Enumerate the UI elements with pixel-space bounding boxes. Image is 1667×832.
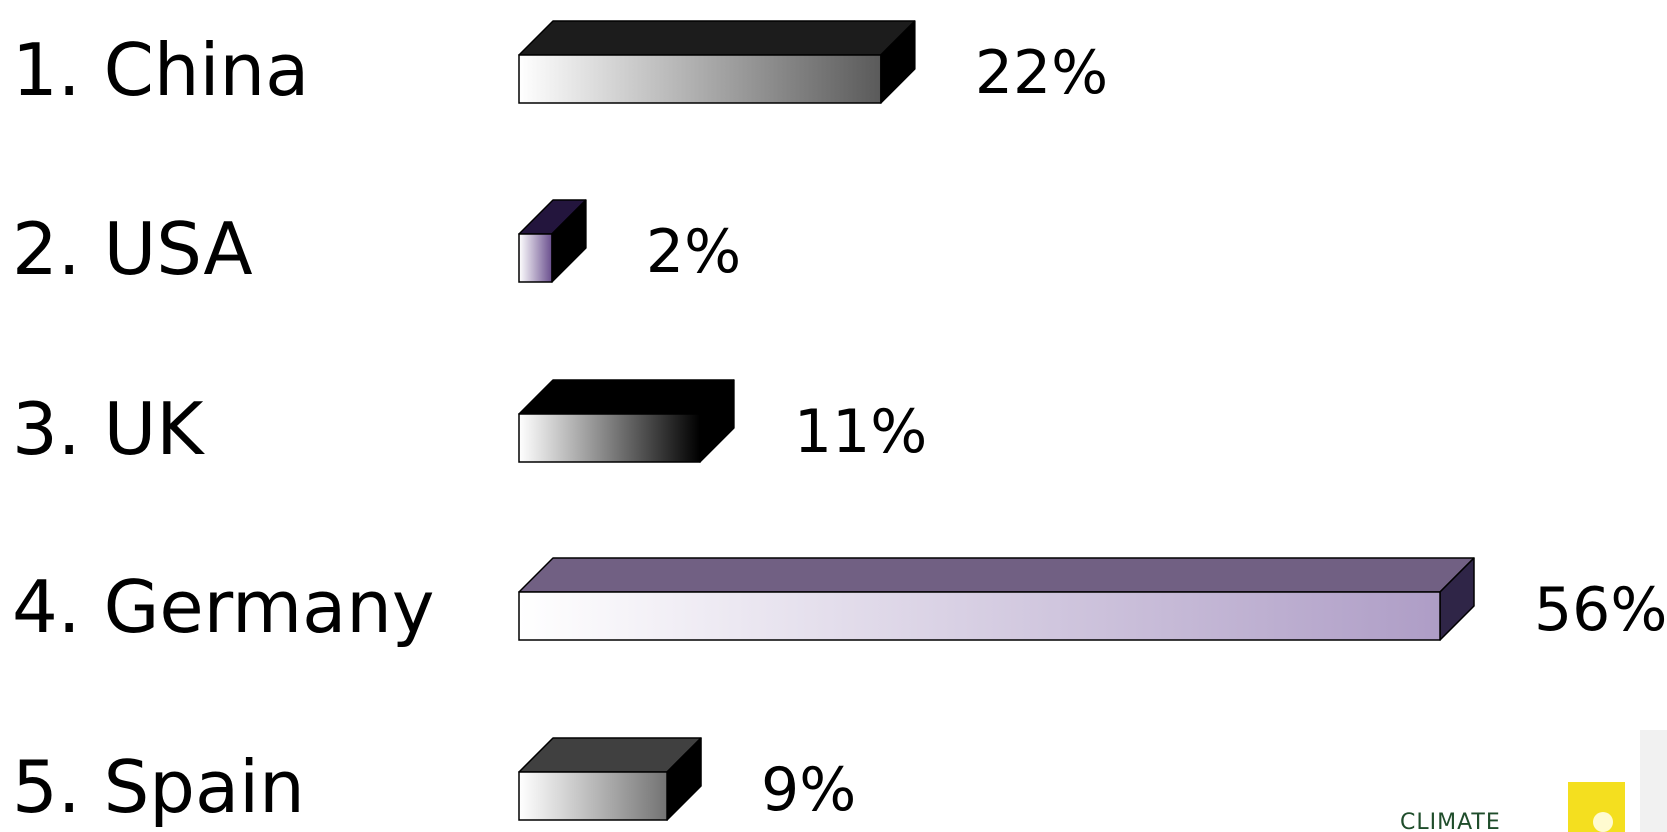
- category-label: 2. USA: [12, 207, 253, 291]
- logo-text: CLIMATE: [1400, 810, 1501, 832]
- sun-glow-icon: [1593, 812, 1613, 832]
- bar-5: 5. Spain 9%: [12, 737, 856, 829]
- bar-top-face: [518, 379, 735, 415]
- bars-group: 1. China 22% 2. USA 2% 3. UK 11% 4. Germany 56%…: [12, 20, 1667, 829]
- bar-top-face: [518, 557, 1475, 593]
- logo-accent: [1640, 730, 1667, 832]
- bar-4: 4. Germany 56%: [12, 557, 1667, 649]
- bar-1: 1. China 22%: [12, 20, 1108, 112]
- value-label: 11%: [794, 397, 927, 467]
- bar-front-face: [518, 413, 701, 463]
- climate-logo: CLIMATE: [1400, 730, 1667, 832]
- bar-2: 2. USA 2%: [12, 199, 741, 291]
- value-label: 56%: [1534, 575, 1667, 645]
- category-label: 3. UK: [12, 387, 205, 471]
- value-label: 2%: [646, 217, 741, 287]
- value-label: 22%: [975, 38, 1108, 108]
- bar-front-face: [518, 233, 553, 283]
- bar-3: 3. UK 11%: [12, 379, 927, 471]
- category-label: 5. Spain: [12, 745, 305, 829]
- bar-front-face: [518, 54, 882, 104]
- category-label: 1. China: [12, 28, 309, 112]
- category-label: 4. Germany: [12, 565, 435, 649]
- bar-front-face: [518, 771, 668, 821]
- bar-front-face: [518, 591, 1441, 641]
- value-label: 9%: [761, 755, 856, 825]
- bar-top-face: [518, 20, 916, 56]
